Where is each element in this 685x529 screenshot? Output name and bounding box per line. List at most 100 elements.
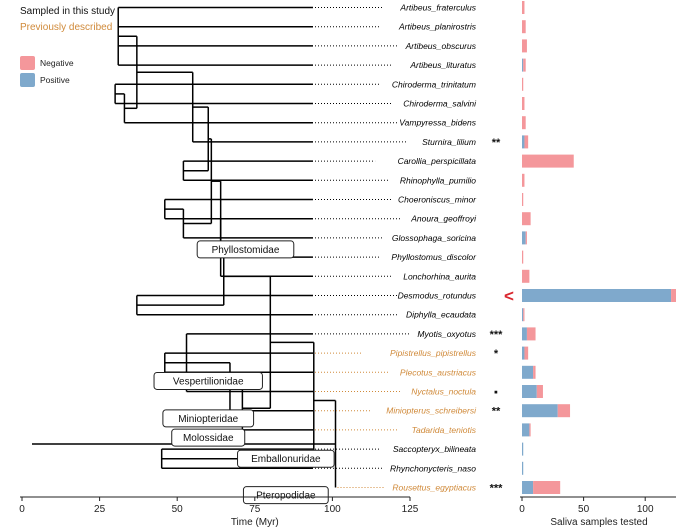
time-axis-tick-label: 25 xyxy=(94,504,106,515)
tip-label: Artibeus_planirostris xyxy=(398,22,477,32)
bar-negative xyxy=(524,135,529,149)
legend-positive-label: Positive xyxy=(40,75,70,85)
bar-negative xyxy=(522,173,525,187)
bar-positive xyxy=(522,365,534,379)
axes: 0 25 50 75 100 125 Time (Myr) 0 50 100 Saliva samp… xyxy=(19,496,676,528)
bar-negative xyxy=(522,193,524,206)
time-axis-tick-label: 100 xyxy=(324,504,341,515)
family-labels: Phyllostomidae Vespertilionidae Miniopteri… xyxy=(153,240,335,505)
bar-negative xyxy=(522,20,526,34)
bar-axis-tick-label: 50 xyxy=(578,504,590,515)
tip-label: Rhynchonycteris_naso xyxy=(390,463,476,473)
tip-label: Artibeus_fraterculus xyxy=(399,3,476,13)
legend: Sampled in this study Previously describ… xyxy=(20,6,115,87)
family-label-box xyxy=(171,428,246,447)
family-label-box xyxy=(162,409,255,428)
bar-negative xyxy=(557,404,571,418)
tip-label: Plecotus_austriacus xyxy=(400,367,477,377)
bar-negative xyxy=(536,385,543,398)
bar-positive xyxy=(522,423,530,437)
bar-negative xyxy=(671,289,676,302)
tip-label: Myotis_oxyotus xyxy=(417,329,476,339)
tip-label: Nyctalus_noctula xyxy=(411,387,476,397)
family-label-box xyxy=(237,449,335,468)
family-label: Pteropodidae xyxy=(256,491,316,502)
time-axis-tick-label: 75 xyxy=(249,504,261,515)
significance-marker: ** xyxy=(492,137,501,149)
bar-negative xyxy=(533,365,536,379)
significance-markers: **<****▪***** xyxy=(490,137,514,495)
legend-positive-swatch xyxy=(20,73,35,87)
bar-positive xyxy=(522,289,672,302)
bar-negative xyxy=(533,481,561,494)
time-axis-tick-label: 125 xyxy=(402,504,419,515)
tip-label: Vampyressa_bidens xyxy=(399,118,476,128)
tip-label: Sturnira_lilium xyxy=(422,137,476,147)
tip-label: Pipistrellus_pipistrellus xyxy=(390,348,477,358)
family-label: Molossidae xyxy=(183,433,234,444)
bar-negative xyxy=(522,1,525,14)
bar-axis-tick-label: 0 xyxy=(519,504,525,515)
family-label: Emballonuridae xyxy=(251,454,321,465)
bar-axis-title: Saliva samples tested xyxy=(550,517,647,528)
tip-label: Carollia_perspicillata xyxy=(398,156,477,166)
tip-label: Diphylla_ecaudata xyxy=(406,310,476,320)
tip-label: Saccopteryx_bilineata xyxy=(393,444,476,454)
bar-negative xyxy=(522,97,525,110)
tip-label: Anoura_geoffroyi xyxy=(410,214,477,224)
tip-label: Miniopterus_schreibersi xyxy=(386,406,477,416)
significance-marker: * xyxy=(494,348,499,360)
tip-label: Desmodus_rotundus xyxy=(398,291,477,301)
significance-marker: *** xyxy=(490,483,504,495)
tip-label: Tadarida_teniotis xyxy=(412,425,477,435)
bar-negative xyxy=(522,154,574,168)
tip-leader-lines xyxy=(315,7,411,488)
legend-sampled-label: Sampled in this study xyxy=(20,6,115,17)
saliva-bars xyxy=(522,1,676,494)
significance-marker: ** xyxy=(492,406,501,418)
bar-negative xyxy=(526,327,536,341)
bar-negative xyxy=(525,231,527,245)
family-label-box xyxy=(153,371,263,390)
bar-negative xyxy=(524,346,529,360)
significance-marker: *** xyxy=(490,329,504,341)
bar-positive xyxy=(522,404,558,418)
significance-marker: ▪ xyxy=(494,387,498,399)
tip-label: Lonchorhina_aurita xyxy=(403,271,476,281)
tip-label: Choeroniscus_minor xyxy=(398,195,477,205)
tip-label: Chiroderma_salvini xyxy=(403,99,477,109)
tip-label: Chiroderma_trinitatum xyxy=(392,79,476,89)
bar-negative xyxy=(522,77,524,91)
family-label: Phyllostomidae xyxy=(212,245,280,256)
time-axis-tick-label: 0 xyxy=(19,504,25,515)
bar-positive xyxy=(522,346,525,360)
highlight-arrow: < xyxy=(504,287,514,306)
bar-negative xyxy=(522,250,524,264)
tip-label: Artibeus_obscurus xyxy=(405,41,477,51)
bar-negative xyxy=(522,269,530,283)
bar-positive xyxy=(522,58,524,72)
time-axis-title: Time (Myr) xyxy=(231,517,279,528)
family-label-box xyxy=(242,486,329,505)
tip-label: Artibeus_lituratus xyxy=(409,60,476,70)
bar-positive xyxy=(522,135,525,149)
legend-negative-swatch xyxy=(20,56,35,70)
time-axis-tick-label: 50 xyxy=(172,504,184,515)
legend-previous-label: Previously described xyxy=(20,22,112,33)
tip-label: Rhinophylla_pumilio xyxy=(400,175,476,185)
bar-positive xyxy=(522,481,534,494)
bar-negative xyxy=(529,423,531,437)
family-label: Vespertilionidae xyxy=(173,376,244,387)
family-label-box xyxy=(196,240,295,259)
bar-negative xyxy=(523,308,525,322)
bar-negative xyxy=(522,116,526,130)
bar-negative xyxy=(522,39,527,53)
legend-negative-label: Negative xyxy=(40,58,74,68)
family-label: Miniopteridae xyxy=(178,414,238,425)
tip-label: Rousettus_egyptiacus xyxy=(392,483,476,493)
tip-label: Glossophaga_soricina xyxy=(392,233,476,243)
species-labels: Artibeus_fraterculus Artibeus_planirostri… xyxy=(386,3,477,493)
bar-positive xyxy=(522,461,524,475)
bar-positive xyxy=(522,385,537,398)
